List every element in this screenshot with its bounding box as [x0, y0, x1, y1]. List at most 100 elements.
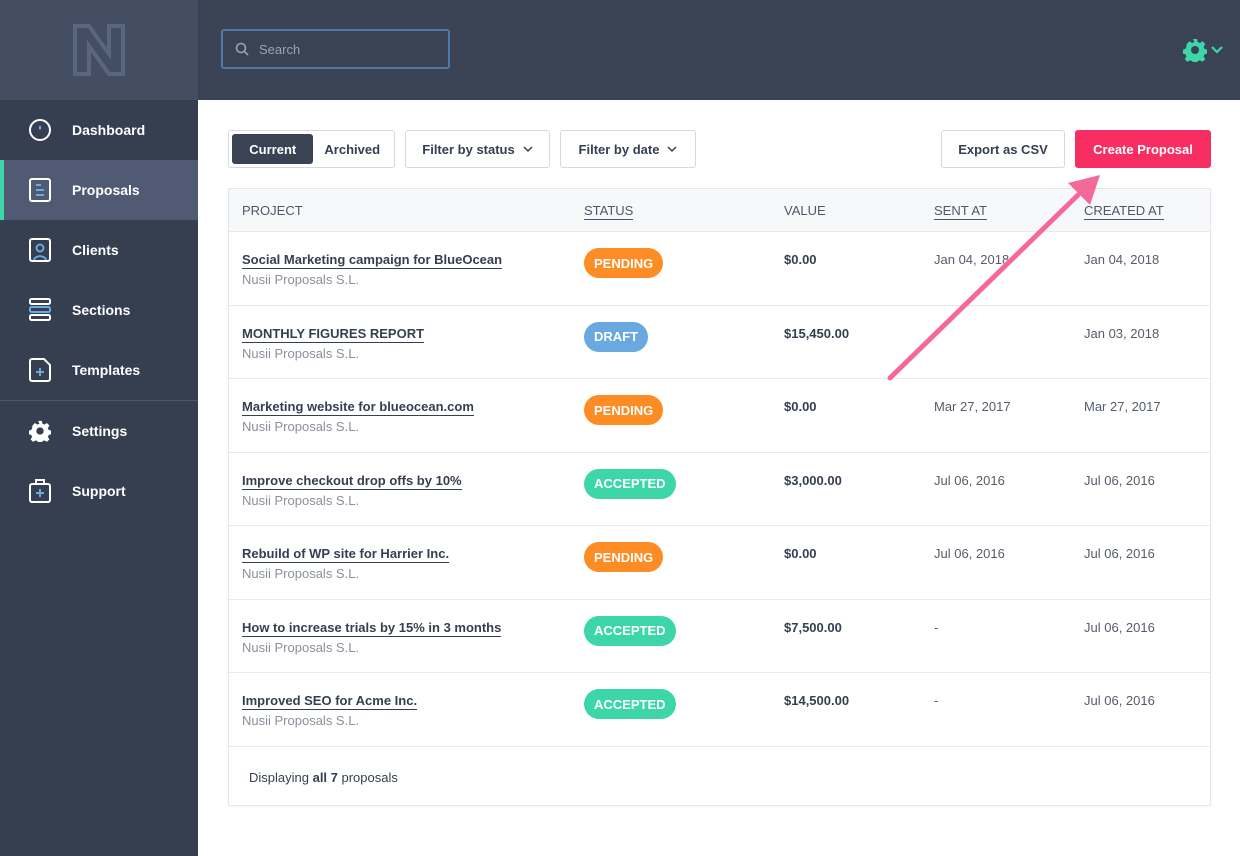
- sidebar-item-label: Settings: [72, 423, 128, 439]
- proposals-table: PROJECT STATUS VALUE SENT AT CREATED AT …: [228, 188, 1211, 806]
- client-name: Nusii Proposals S.L.: [242, 639, 360, 655]
- column-created-at[interactable]: CREATED AT: [1084, 203, 1164, 220]
- table-header: PROJECT STATUS VALUE SENT AT CREATED AT: [229, 189, 1210, 231]
- status-badge: PENDING: [584, 542, 664, 572]
- client-name: Nusii Proposals S.L.: [242, 566, 360, 581]
- sidebar-item-label: Support: [72, 483, 126, 499]
- column-value: VALUE: [784, 203, 826, 218]
- logo-icon: [73, 24, 125, 76]
- sidebar-item-proposals[interactable]: Proposals: [0, 160, 198, 220]
- footer-count: all 7: [312, 769, 338, 785]
- status-badge: ACCEPTED: [584, 615, 676, 646]
- current-archived-toggle: Current Archived: [228, 130, 395, 168]
- client-name: Nusii Proposals S.L.: [242, 492, 360, 508]
- filter-by-status-dropdown[interactable]: Filter by status: [405, 130, 550, 168]
- sidebar-item-label: Dashboard: [72, 122, 146, 138]
- document-icon: [28, 178, 52, 202]
- project-name-link[interactable]: How to increase trials by 15% in 3 month…: [242, 619, 502, 637]
- sent-at: -: [934, 619, 939, 635]
- sidebar-item-sections[interactable]: Sections: [0, 280, 198, 340]
- project-name-link[interactable]: MONTHLY FIGURES REPORT: [242, 325, 425, 343]
- project-name-link[interactable]: Marketing website for blueocean.com: [242, 399, 474, 416]
- user-menu-button[interactable]: [1183, 38, 1224, 62]
- first-aid-icon: [28, 479, 52, 503]
- footer-prefix: Displaying: [249, 769, 313, 785]
- filter-by-date-dropdown[interactable]: Filter by date: [560, 130, 696, 168]
- table-row[interactable]: Improved SEO for Acme Inc. Nusii Proposal…: [229, 672, 1210, 746]
- column-sent-at[interactable]: SENT AT: [934, 203, 987, 220]
- gear-icon: [28, 419, 52, 443]
- export-csv-button[interactable]: Export as CSV: [941, 130, 1065, 168]
- status-badge: PENDING: [584, 248, 664, 278]
- footer-suffix: proposals: [337, 769, 398, 785]
- created-at: Mar 27, 2017: [1084, 399, 1161, 414]
- sidebar-item-dashboard[interactable]: Dashboard: [0, 100, 198, 160]
- stack-icon: [28, 298, 52, 322]
- proposal-value: $3,000.00: [784, 472, 842, 488]
- gear-icon: [1183, 39, 1207, 62]
- proposal-value: $14,500.00: [784, 693, 850, 708]
- created-at: Jul 06, 2016: [1084, 619, 1155, 635]
- sidebar-item-clients[interactable]: Clients: [0, 220, 198, 280]
- table-row[interactable]: Marketing website for blueocean.com Nusii…: [229, 378, 1210, 452]
- created-at: Jul 06, 2016: [1084, 546, 1155, 561]
- table-row[interactable]: How to increase trials by 15% in 3 month…: [229, 598, 1210, 673]
- project-name-link[interactable]: Improve checkout drop offs by 10%: [242, 472, 462, 490]
- table-row[interactable]: MONTHLY FIGURES REPORT Nusii Proposals S.…: [229, 304, 1210, 379]
- sent-at: Jul 06, 2016: [934, 546, 1005, 561]
- chevron-down-icon: [667, 145, 677, 152]
- status-badge: PENDING: [584, 395, 664, 425]
- search-icon: [235, 42, 249, 56]
- table-row[interactable]: Rebuild of WP site for Harrier Inc. Nusii…: [229, 525, 1210, 599]
- toolbar: Current Archived Filter by status Filter…: [228, 130, 1211, 168]
- logo[interactable]: [0, 0, 198, 100]
- sidebar-item-templates[interactable]: Templates: [0, 340, 198, 400]
- sent-at: Mar 27, 2017: [934, 399, 1011, 414]
- top-bar: [198, 0, 1240, 100]
- sidebar-item-label: Clients: [72, 242, 119, 258]
- tab-archived[interactable]: Archived: [324, 141, 381, 157]
- search-input[interactable]: [259, 41, 439, 57]
- user-badge-icon: [28, 238, 52, 262]
- proposal-value: $7,500.00: [784, 619, 842, 635]
- created-at: Jul 06, 2016: [1084, 472, 1155, 488]
- sent-at: -: [934, 693, 939, 708]
- gauge-icon: [28, 118, 52, 142]
- sidebar-item-support[interactable]: Support: [0, 461, 198, 521]
- sidebar-divider: [0, 400, 198, 401]
- status-badge: ACCEPTED: [584, 689, 676, 719]
- sidebar-item-settings[interactable]: Settings: [0, 401, 198, 461]
- project-name-link[interactable]: Social Marketing campaign for BlueOcean: [242, 252, 503, 269]
- client-name: Nusii Proposals S.L.: [242, 272, 360, 287]
- filter-date-label: Filter by date: [578, 141, 660, 157]
- project-name-link[interactable]: Rebuild of WP site for Harrier Inc.: [242, 546, 450, 563]
- filter-status-label: Filter by status: [422, 141, 515, 157]
- table-footer: Displaying all 7 proposals: [229, 745, 1210, 806]
- sent-at: Jan 04, 2018: [934, 252, 1010, 267]
- table-row[interactable]: Social Marketing campaign for BlueOcean N…: [229, 231, 1210, 305]
- client-name: Nusii Proposals S.L.: [242, 419, 360, 434]
- sidebar-item-label: Templates: [72, 362, 141, 378]
- sidebar-item-label: Proposals: [72, 182, 140, 198]
- tab-current[interactable]: Current: [232, 134, 314, 164]
- client-name: Nusii Proposals S.L.: [242, 345, 360, 361]
- sidebar-item-label: Sections: [72, 302, 131, 318]
- table-row[interactable]: Improve checkout drop offs by 10% Nusii P…: [229, 451, 1210, 526]
- created-at: Jan 03, 2018: [1084, 325, 1160, 341]
- project-name-link[interactable]: Improved SEO for Acme Inc.: [242, 693, 418, 710]
- file-plus-icon: [28, 358, 52, 382]
- status-badge: ACCEPTED: [584, 468, 676, 499]
- proposal-value: $15,450.00: [784, 325, 850, 341]
- proposal-value: $0.00: [784, 546, 817, 561]
- search-box[interactable]: [221, 29, 450, 69]
- create-proposal-button[interactable]: Create Proposal: [1075, 130, 1211, 168]
- chevron-down-icon: [1211, 46, 1223, 54]
- column-status[interactable]: STATUS: [584, 203, 634, 220]
- chevron-down-icon: [523, 145, 533, 152]
- sidebar: Dashboard Proposals Clients Sections Templat…: [0, 0, 198, 856]
- column-project: PROJECT: [242, 203, 303, 218]
- client-name: Nusii Proposals S.L.: [242, 713, 360, 728]
- proposal-value: $0.00: [784, 252, 817, 267]
- sent-at: Jul 06, 2016: [934, 472, 1005, 488]
- created-at: Jul 06, 2016: [1084, 693, 1155, 708]
